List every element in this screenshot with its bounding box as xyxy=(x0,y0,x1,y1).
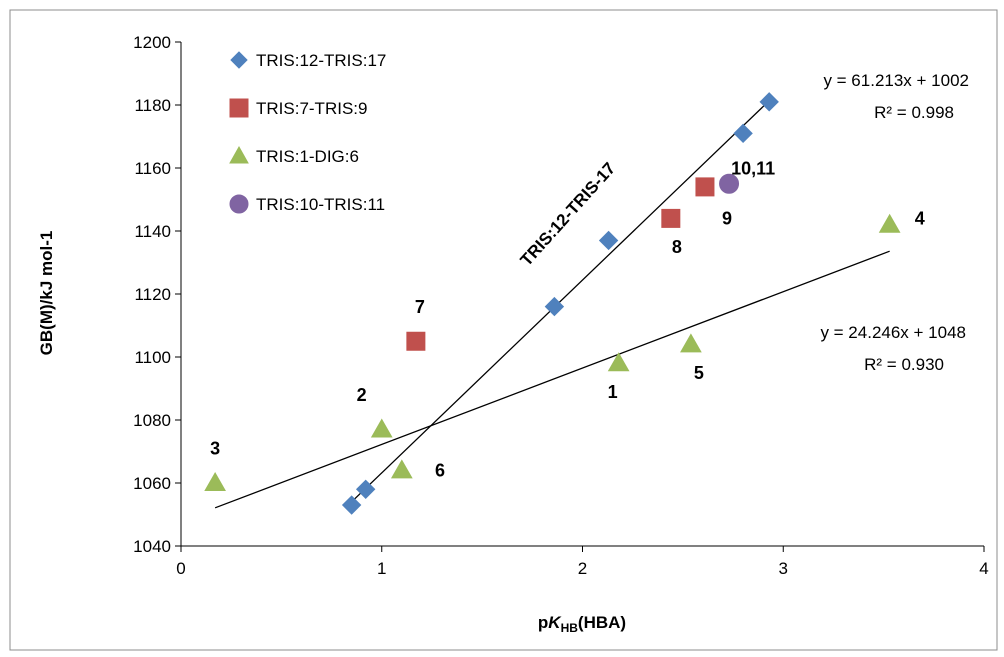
legend-item-series-2: TRIS:1-DIG:6 xyxy=(229,145,359,166)
y-tick-label: 1080 xyxy=(133,411,171,430)
data-point-diamond xyxy=(759,92,779,112)
point-label: 9 xyxy=(722,209,732,229)
y-tick-label: 1120 xyxy=(134,285,171,304)
x-tick-label: 1 xyxy=(377,559,386,578)
data-point-diamond xyxy=(733,123,753,144)
trendline-0 xyxy=(351,100,770,503)
trendline-r2: R² = 0.998 xyxy=(874,103,954,122)
x-tick-label: 3 xyxy=(779,559,788,578)
y-tick-label: 1100 xyxy=(134,348,171,367)
x-axis-title: pKHB(HBA) xyxy=(538,613,626,635)
legend-marker-circle xyxy=(229,194,249,214)
x-tick-label: 2 xyxy=(578,559,587,578)
data-point-diamond xyxy=(355,479,376,500)
point-label: 4 xyxy=(915,209,925,229)
data-point-diamond xyxy=(544,296,565,317)
legend-item-series-0: TRIS:12-TRIS:17 xyxy=(230,51,386,70)
legend: TRIS:12-TRIS:17 TRIS:7-TRIS:9 TRIS:1-DIG… xyxy=(229,51,386,214)
point-label: 5 xyxy=(694,363,704,383)
chart-frame xyxy=(9,9,998,651)
y-axis-title: GB(M)/kJ mol-1 xyxy=(37,231,56,356)
point-label: 10,11 xyxy=(731,158,775,178)
data-point-diamond xyxy=(598,230,619,251)
y-tick-label: 1180 xyxy=(134,96,171,115)
trendlines xyxy=(214,100,890,509)
data-point-triangle xyxy=(607,352,630,372)
legend-item-series-1: TRIS:7-TRIS:9 xyxy=(229,98,367,118)
legend-item-series-3: TRIS:10-TRIS:11 xyxy=(229,194,385,214)
y-tick-label: 1160 xyxy=(134,159,171,178)
data-point-triangle xyxy=(680,333,702,353)
y-tick-label: 1200 xyxy=(133,33,171,52)
point-label: 8 xyxy=(672,237,682,257)
y-tick-label: 1140 xyxy=(134,222,171,241)
point-label: 3 xyxy=(210,439,220,459)
legend-marker-square xyxy=(229,98,249,118)
y-tick-label: 1040 xyxy=(133,537,171,556)
data-point-triangle xyxy=(878,213,901,233)
point-label: 7 xyxy=(415,297,425,317)
data-point-square xyxy=(406,331,426,351)
data-point-triangle xyxy=(370,418,393,438)
legend-marker-shape xyxy=(229,145,249,164)
point-label: 6 xyxy=(435,461,445,481)
data-point-diamond xyxy=(341,495,362,515)
point-label: 1 xyxy=(608,382,618,402)
legend-marker-triangle xyxy=(229,145,249,164)
legend-label: TRIS:12-TRIS:17 xyxy=(256,51,386,70)
trendline-r2: R² = 0.930 xyxy=(864,355,944,374)
legend-marker-shape xyxy=(230,51,248,69)
legend-label: TRIS:1-DIG:6 xyxy=(256,147,359,166)
data-point-triangle xyxy=(204,471,226,491)
data-point-circle xyxy=(719,173,740,194)
x-tick-label: 0 xyxy=(176,559,185,578)
point-labels: 3 2 6 7 1 5 8 9 10,11 4 xyxy=(210,158,925,480)
data-point-square xyxy=(695,177,715,197)
legend-marker-diamond xyxy=(230,51,248,69)
trendline-1 xyxy=(214,250,890,509)
legend-label: TRIS:10-TRIS:11 xyxy=(256,195,385,214)
data-point-triangle xyxy=(390,459,413,479)
x-tick-label: 4 xyxy=(979,559,988,578)
point-label: 2 xyxy=(357,385,367,405)
legend-label: TRIS:7-TRIS:9 xyxy=(256,99,367,118)
trendline-equation: y = 61.213x + 1002 xyxy=(823,71,969,90)
y-tick-label: 1060 xyxy=(133,474,171,493)
legend-marker-shape xyxy=(229,98,249,118)
data-point-square xyxy=(661,208,681,228)
trendline-equation: y = 24.246x + 1048 xyxy=(820,323,966,342)
data-points xyxy=(204,92,901,515)
legend-marker-shape xyxy=(229,194,249,214)
